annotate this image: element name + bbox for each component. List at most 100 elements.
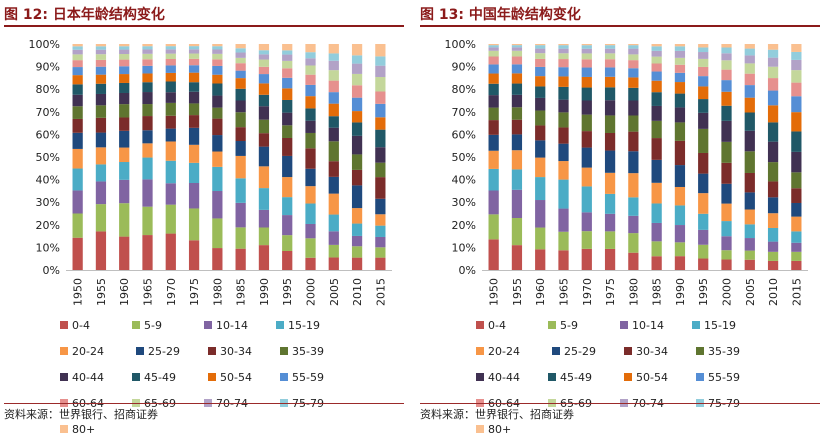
- bar-segment-70-74: [535, 48, 546, 54]
- bar-segment-45-49: [698, 99, 709, 113]
- x-tick-label: 2005: [744, 278, 757, 306]
- bar-segment-10-14: [212, 191, 223, 219]
- y-tick-label: 60%: [452, 128, 476, 141]
- bar-segment-55-59: [651, 71, 662, 81]
- bar-segment-10-14: [511, 189, 523, 219]
- x-tick-label: 1950: [488, 278, 501, 306]
- bar-segment-10-14: [744, 238, 755, 251]
- bar-segment-0-4: [328, 257, 339, 270]
- china-age-structure-chart: 0% 10% 20% 30% 40% 50% 60% 70% 80% 90% 100% 1950 195…: [445, 38, 808, 306]
- legend-item: 80+: [476, 419, 548, 439]
- bar-segment-20-24: [188, 144, 200, 163]
- bar-segment-70-74: [235, 52, 246, 58]
- bar-segment-30-34: [351, 169, 363, 186]
- bar-segment-65-69: [72, 54, 83, 61]
- bar-segment-60-64: [375, 91, 386, 104]
- bar-segment-25-29: [282, 155, 293, 178]
- bar-segment-40-44: [674, 107, 686, 123]
- bar-segment-40-44: [282, 112, 293, 126]
- bar-segment-80+: [488, 44, 499, 46]
- bar-segment-35-39: [328, 141, 339, 162]
- bar-segment-60-64: [72, 60, 83, 68]
- bar-segment-75-79: [744, 48, 755, 56]
- x-tick-label: 1980: [211, 278, 224, 306]
- legend-item: 35-39: [280, 341, 352, 361]
- bar-segment-65-69: [165, 53, 176, 59]
- bar-segment-75-79: [674, 46, 686, 51]
- x-tick-label: 2015: [790, 278, 803, 306]
- bar-segment-25-29: [511, 134, 523, 151]
- bar-segment-50-54: [188, 72, 200, 83]
- bar-segment-30-34: [744, 172, 755, 193]
- bar-segment-40-44: [95, 93, 107, 106]
- bar-segment-25-29: [188, 127, 200, 145]
- y-tick-label: 20%: [36, 219, 60, 232]
- bar-segment-5-9: [791, 251, 802, 261]
- bar-segment-40-44: [72, 94, 83, 107]
- bar-segment-40-44: [235, 100, 246, 113]
- bar-segment-40-44: [535, 97, 546, 111]
- bar-segment-60-64: [791, 82, 802, 97]
- y-tick-label: 80%: [452, 83, 476, 96]
- x-tick-label: 1990: [674, 278, 687, 306]
- bar-segment-75-79: [188, 46, 200, 50]
- bar-segment-65-69: [744, 63, 755, 74]
- legend-label: 0-4: [72, 318, 90, 332]
- x-tick-label: 2005: [328, 278, 341, 306]
- bar-segment-20-24: [698, 193, 709, 214]
- legend-item: 5-9: [132, 315, 204, 335]
- bar-segment-70-74: [558, 48, 569, 54]
- bar-segment-0-4: [721, 259, 732, 270]
- y-tick-label: 50%: [36, 151, 60, 164]
- bar-segment-80+: [651, 44, 662, 47]
- bar-segment-70-74: [581, 48, 592, 54]
- source-divider: [420, 403, 820, 404]
- bar-segment-30-34: [305, 148, 316, 169]
- bar-segment-5-9: [328, 244, 339, 258]
- bar-segment-60-64: [328, 80, 339, 93]
- x-tick-label: 2000: [305, 278, 318, 306]
- x-tick-label: 1965: [142, 278, 155, 306]
- bar-segment-60-64: [351, 85, 363, 98]
- y-tick-label: 90%: [36, 61, 60, 74]
- bar-segment-25-29: [351, 185, 363, 209]
- x-tick-label: 1995: [281, 278, 294, 306]
- bar-segment-25-29: [488, 134, 499, 151]
- legend-label: 20-24: [488, 344, 520, 358]
- bar-segment-55-59: [511, 64, 523, 74]
- bar-segment-10-14: [258, 209, 270, 228]
- bar-segment-55-59: [142, 65, 153, 74]
- y-tick-label: 70%: [452, 106, 476, 119]
- bar-segment-15-19: [375, 225, 386, 237]
- bar-segment-10-14: [651, 222, 662, 242]
- bar-segment-30-34: [212, 118, 223, 136]
- bar-segment-40-44: [744, 130, 755, 152]
- bar-segment-70-74: [375, 65, 386, 78]
- bar-segment-25-29: [305, 168, 316, 187]
- legend-item: 40-44: [60, 367, 132, 387]
- bar-segment-35-39: [698, 128, 709, 153]
- bar-segment-60-64: [188, 58, 200, 66]
- bar-segment-20-24: [628, 173, 639, 198]
- bar-segment-35-39: [375, 162, 386, 178]
- bar-segment-35-39: [72, 106, 83, 119]
- bar-segment-70-74: [721, 53, 732, 61]
- bar-segment-75-79: [95, 46, 107, 50]
- bar-segment-60-64: [95, 59, 107, 67]
- bar-segment-50-54: [142, 73, 153, 83]
- bar-segment-45-49: [791, 131, 802, 152]
- bar-segment-50-54: [767, 105, 779, 123]
- bar-segment-60-64: [258, 66, 270, 75]
- bar-segment-80+: [791, 44, 802, 52]
- bar-segment-5-9: [511, 218, 523, 246]
- japan-age-structure-chart: 0% 10% 20% 30% 40% 50% 60% 70% 80% 90% 100% 1950 195…: [29, 38, 392, 306]
- legend-swatch: [476, 347, 484, 355]
- bar-segment-15-19: [188, 162, 200, 183]
- bar-segment-15-19: [142, 157, 153, 180]
- x-tick-label: 1960: [118, 278, 131, 306]
- bar-segment-10-14: [698, 229, 709, 245]
- bar-segment-30-34: [535, 125, 546, 141]
- bar-segment-15-19: [165, 160, 176, 184]
- legend-label: 30-34: [636, 344, 668, 358]
- bar-segment-50-54: [674, 82, 686, 94]
